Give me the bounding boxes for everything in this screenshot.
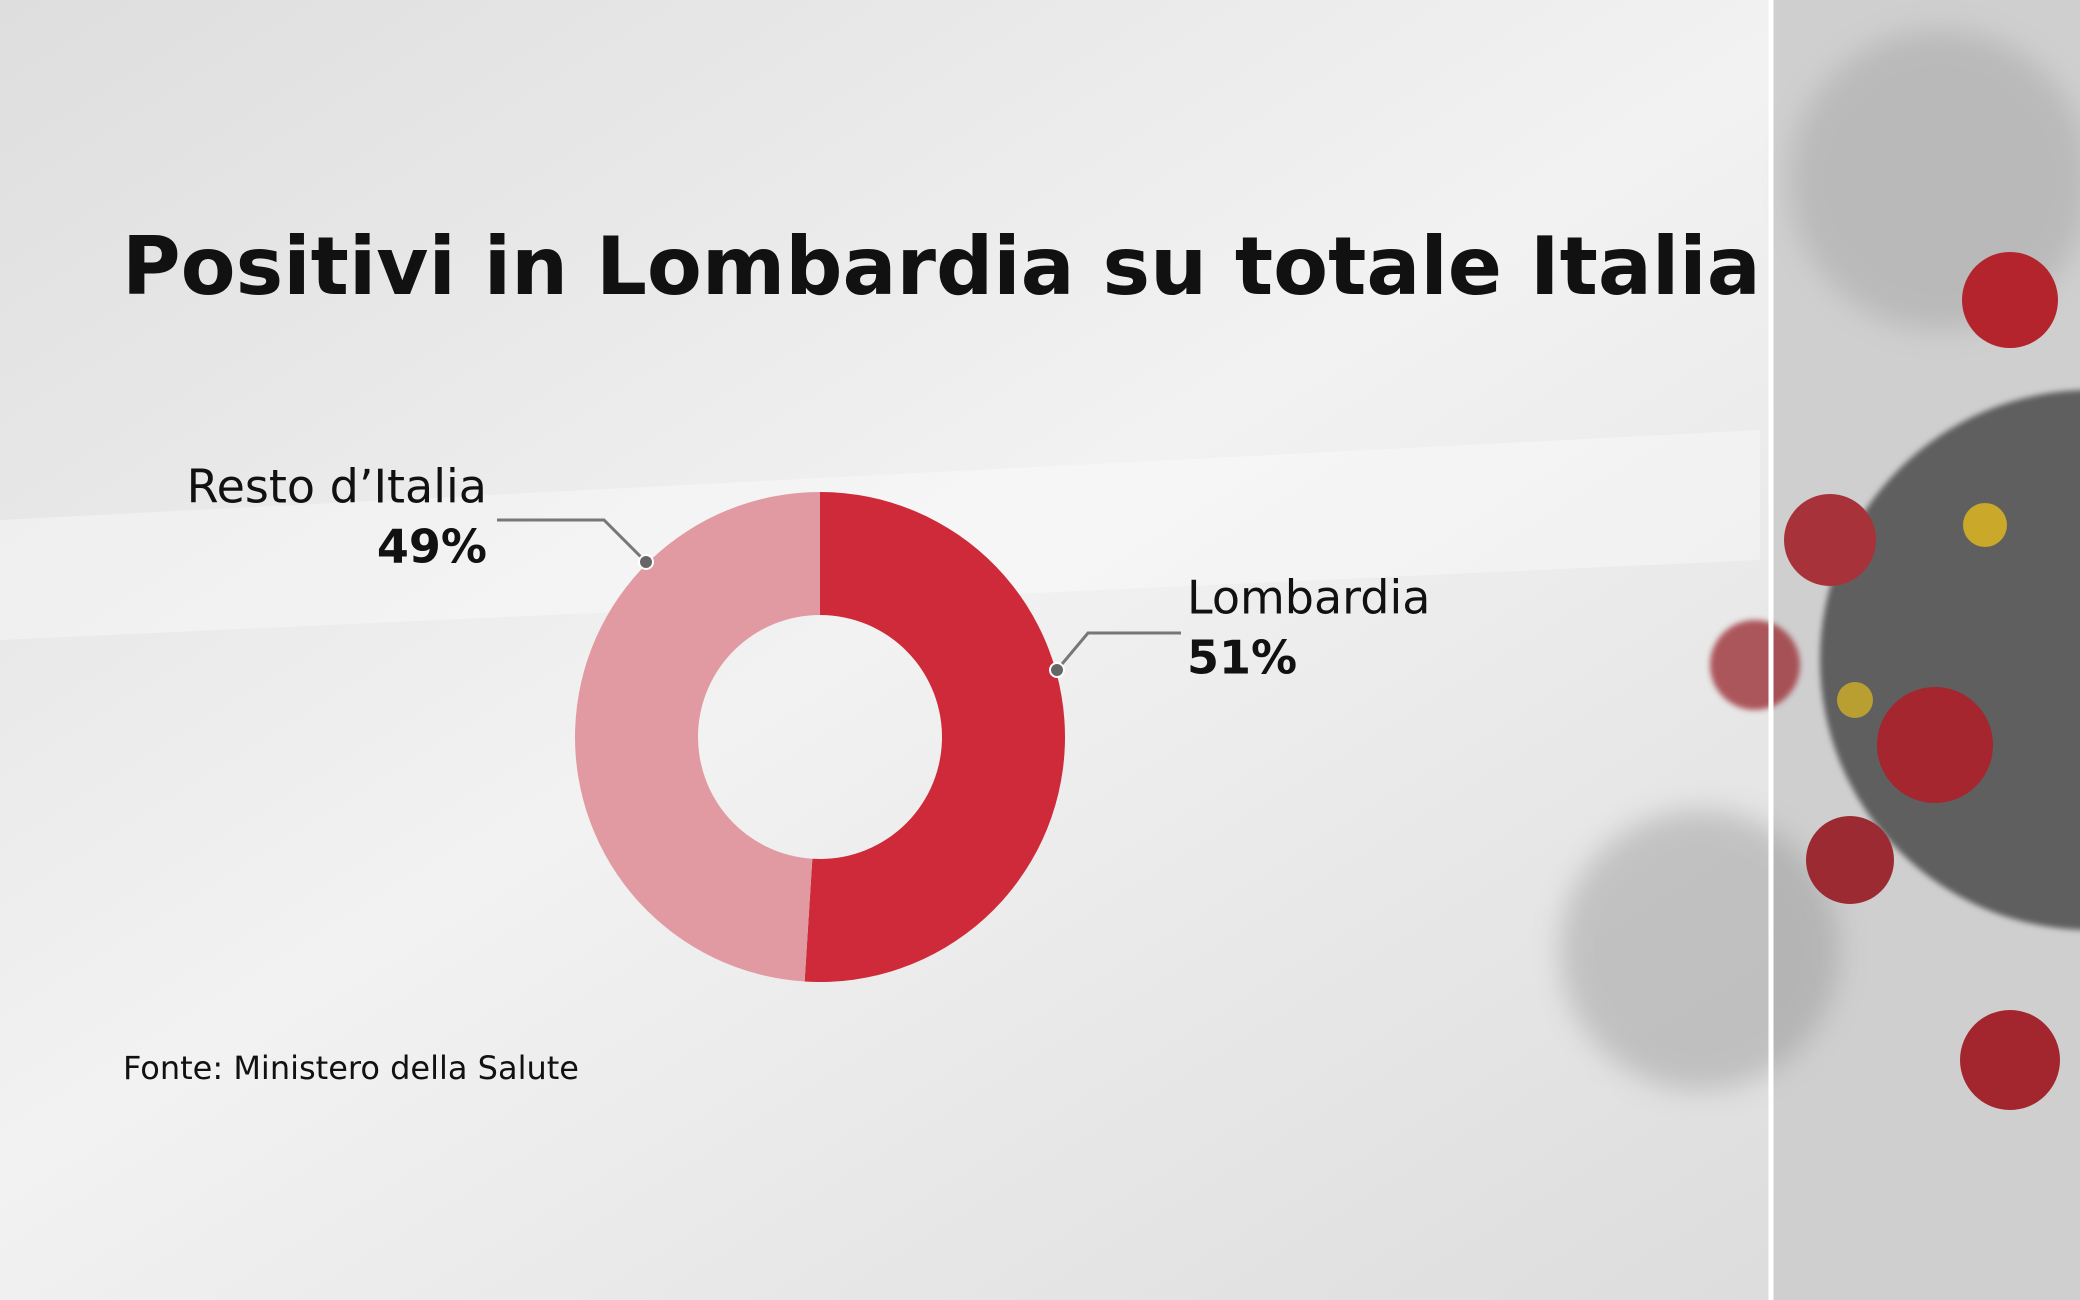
leader-dot [1049,662,1065,678]
leader-line [497,518,648,564]
leader-line [1055,631,1181,671]
virus-spike [1960,1010,2060,1110]
slice-label: Lombardia [1187,571,1430,625]
value-label: 49% [377,520,487,574]
virus-spike [1962,252,2058,348]
virus-spike [1806,816,1894,904]
donut: Lombardia 51% Resto d’Italia 49% [187,460,1430,982]
virus-spike [1877,687,1993,803]
blurred-virus [1560,810,1840,1090]
virus-illustration [1560,0,2080,1300]
leader-dot [638,554,654,570]
slice-label: Resto d’Italia [187,460,487,514]
virus-dot [1837,682,1873,718]
donut-slice [575,492,820,982]
virus-body [1820,390,2080,930]
virus-spike [1710,620,1800,710]
chart-title: Positivi in Lombardia su totale Italia [122,220,1761,313]
virus-spike [1784,494,1876,586]
donut-slice [804,492,1066,982]
source-note: Fonte: Ministero della Salute [123,1049,579,1087]
value-label: 51% [1187,631,1297,685]
virus-dot [1963,503,2007,547]
